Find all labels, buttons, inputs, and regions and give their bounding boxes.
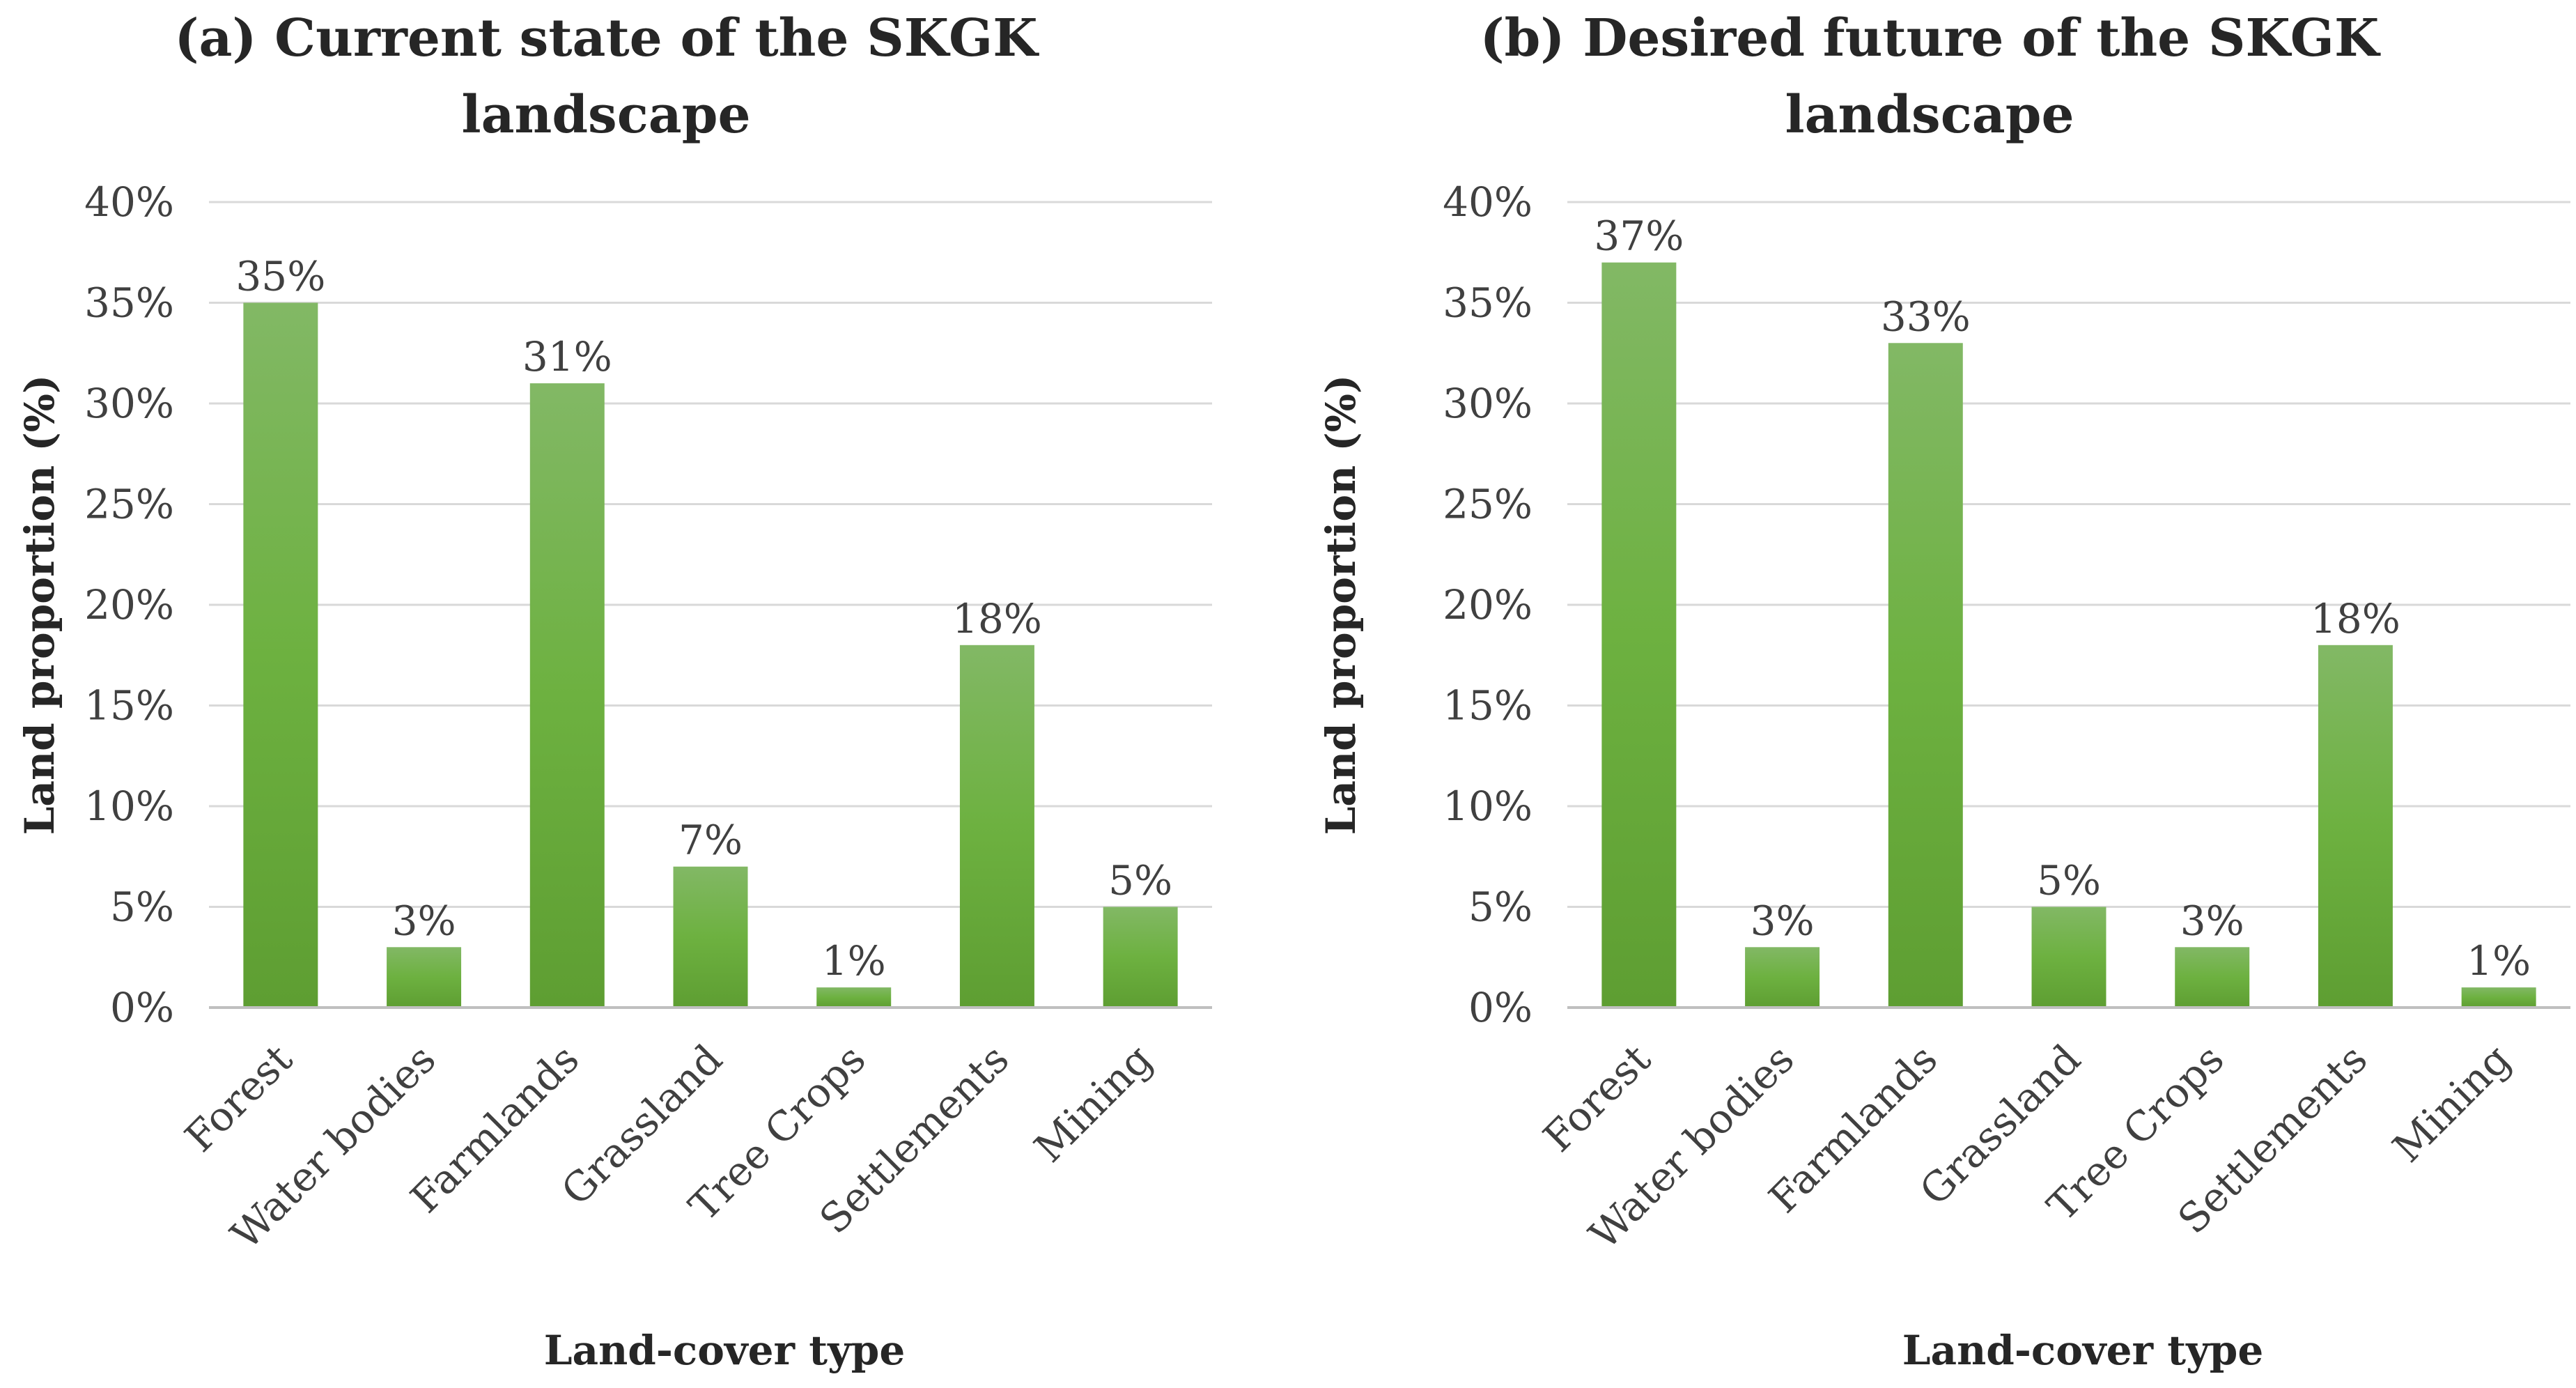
chart-a-data-label: 3% bbox=[392, 897, 456, 944]
chart-a-y-tick-labels: 0% 5% 10% 15% 20% 25% 30% 35% 40% bbox=[84, 178, 174, 1031]
chart-b-bar-farmlands bbox=[1888, 343, 1963, 1008]
chart-b-data-label: 33% bbox=[1881, 293, 1971, 340]
chart-b-y-tick-label: 20% bbox=[1443, 581, 1533, 629]
chart-a-bar-settlements bbox=[959, 645, 1034, 1008]
chart-b-y-tick-label: 5% bbox=[1468, 884, 1533, 931]
chart-a-data-labels: 35% 3% 31% 7% 1% 18% 5% bbox=[235, 253, 1172, 985]
chart-b-title-line-2: landscape bbox=[1785, 85, 2074, 145]
chart-b-y-tick-label: 35% bbox=[1443, 279, 1533, 327]
chart-b-y-tick-label: 15% bbox=[1443, 682, 1533, 730]
chart-b-bar-grassland bbox=[2031, 907, 2106, 1008]
chart-b-bars bbox=[1601, 262, 2536, 1008]
chart-a-title-line-2: landscape bbox=[461, 85, 750, 145]
chart-b-data-label: 5% bbox=[2037, 857, 2101, 904]
chart-a-data-label: 18% bbox=[952, 595, 1042, 642]
chart-a-title-line-1: (a) Current state of the SKGK bbox=[174, 8, 1039, 68]
chart-a-y-tick-label: 30% bbox=[84, 380, 174, 427]
chart-b-y-tick-label: 0% bbox=[1468, 984, 1533, 1031]
chart-b-category-label: Mining bbox=[2384, 1035, 2520, 1171]
chart-b-data-labels: 37% 3% 33% 5% 3% 18% 1% bbox=[1594, 213, 2531, 985]
chart-a-data-label: 35% bbox=[235, 253, 325, 300]
chart-b-bar-tree-crops bbox=[2175, 947, 2250, 1008]
chart-b-gridlines bbox=[1567, 201, 2570, 908]
chart-b-bar-water-bodies bbox=[1745, 947, 1820, 1008]
chart-b-data-label: 3% bbox=[2180, 897, 2244, 944]
chart-a-bar-forest bbox=[243, 302, 318, 1008]
chart-a-bars bbox=[243, 302, 1178, 1008]
chart-b-title-line-1: (b) Desired future of the SKGK bbox=[1480, 8, 2381, 68]
chart-panel-a: (a) Current state of the SKGK landscape … bbox=[16, 8, 1212, 1374]
chart-a-y-tick-label: 10% bbox=[84, 782, 174, 830]
chart-a-bar-water-bodies bbox=[387, 947, 462, 1008]
chart-b-y-tick-label: 30% bbox=[1443, 380, 1533, 427]
chart-a-y-tick-label: 35% bbox=[84, 279, 174, 327]
chart-b-y-tick-labels: 0% 5% 10% 15% 20% 25% 30% 35% 40% bbox=[1443, 178, 1533, 1031]
chart-a-data-label: 31% bbox=[522, 333, 612, 380]
chart-b-y-tick-label: 40% bbox=[1443, 178, 1533, 226]
chart-b-data-label: 37% bbox=[1594, 213, 1684, 260]
chart-b-x-axis-title: Land-cover type bbox=[1902, 1327, 2263, 1374]
chart-b-bar-mining bbox=[2461, 987, 2536, 1008]
chart-a-category-label: Forest bbox=[176, 1035, 301, 1161]
chart-a-bar-tree-crops bbox=[816, 987, 892, 1008]
chart-b-data-label: 3% bbox=[1751, 897, 1815, 944]
chart-a-data-label: 5% bbox=[1108, 857, 1172, 904]
chart-a-gridlines bbox=[209, 201, 1212, 908]
chart-a-y-tick-label: 20% bbox=[84, 581, 174, 629]
chart-a-x-axis-title: Land-cover type bbox=[544, 1327, 905, 1374]
chart-a-data-label: 7% bbox=[678, 817, 743, 864]
chart-a-bar-grassland bbox=[673, 866, 748, 1008]
chart-b-y-tick-label: 25% bbox=[1443, 481, 1533, 528]
chart-b-bar-settlements bbox=[2318, 645, 2393, 1008]
chart-a-y-tick-label: 0% bbox=[110, 984, 174, 1031]
chart-a-y-axis-title: Land proportion (%) bbox=[16, 375, 63, 835]
chart-b-data-label: 18% bbox=[2311, 595, 2400, 642]
chart-b-y-tick-label: 10% bbox=[1443, 782, 1533, 830]
chart-b-y-axis-title: Land proportion (%) bbox=[1317, 375, 1365, 835]
chart-a-data-label: 1% bbox=[822, 937, 886, 985]
chart-a-bar-mining bbox=[1103, 907, 1178, 1008]
chart-b-bar-forest bbox=[1601, 262, 1677, 1008]
chart-a-y-tick-label: 5% bbox=[110, 884, 174, 931]
chart-a-category-label: Mining bbox=[1025, 1035, 1161, 1171]
chart-a-y-tick-label: 25% bbox=[84, 481, 174, 528]
chart-a-y-tick-label: 15% bbox=[84, 682, 174, 730]
chart-b-category-label: Forest bbox=[1534, 1035, 1659, 1161]
chart-b-data-label: 1% bbox=[2467, 937, 2531, 985]
chart-a-bar-farmlands bbox=[529, 383, 605, 1008]
chart-a-y-tick-label: 40% bbox=[84, 178, 174, 226]
chart-panel-b: (b) Desired future of the SKGK landscape… bbox=[1317, 8, 2570, 1374]
